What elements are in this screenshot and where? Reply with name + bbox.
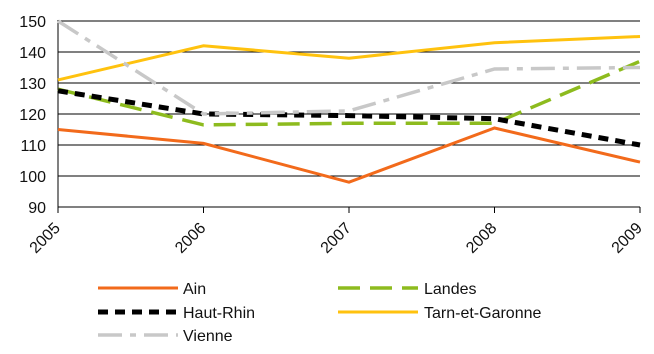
series-line-ain	[57, 126, 641, 184]
x-tick-label: 2007	[318, 220, 355, 257]
y-tick-labels: 90 100 110 120 130 140 150	[19, 14, 46, 217]
legend-label-vienne: Vienne	[183, 328, 233, 345]
y-tick-label: 150	[19, 14, 46, 31]
x-tick-label: 2005	[27, 220, 64, 257]
x-tick-labels: 2005 2006 2007 2008 2009	[27, 220, 646, 257]
y-tick-label: 110	[20, 138, 46, 155]
legend-label-ain: Ain	[183, 281, 206, 298]
series-line-vienne	[57, 19, 641, 116]
y-tick-label: 120	[19, 107, 46, 124]
legend-label-landes: Landes	[424, 281, 477, 298]
y-tick-label: 130	[19, 76, 46, 93]
y-tick-label: 90	[28, 200, 46, 217]
x-tick-label: 2006	[172, 220, 209, 257]
legend-label-tarn-et-garonne: Tarn-et-Garonne	[424, 305, 541, 322]
y-tick-label: 140	[19, 45, 46, 62]
series-line-landes	[57, 59, 641, 127]
legend-label-haut-rhin: Haut-Rhin	[183, 305, 255, 322]
x-tick-label: 2009	[609, 220, 646, 257]
y-tick-label: 100	[19, 169, 46, 186]
legend: Ain Landes Haut-Rhin Tarn-et-Garonne Vienne	[98, 281, 541, 345]
x-tick-label: 2008	[463, 220, 500, 257]
series-lines	[57, 19, 641, 184]
axes	[57, 20, 641, 213]
series-line-haut-rhin	[57, 88, 641, 148]
series-line-tarn-et-garonne	[57, 35, 641, 82]
